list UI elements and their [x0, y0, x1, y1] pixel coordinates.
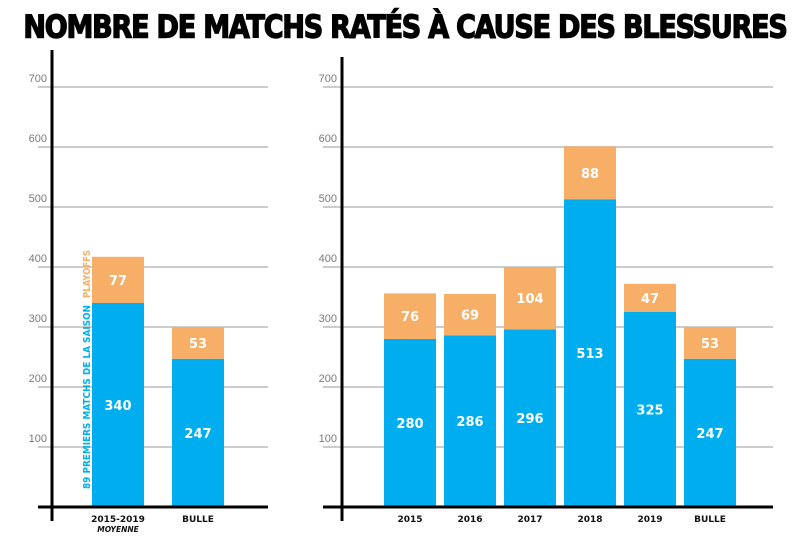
bar-season [624, 312, 676, 507]
x-category-label: 2015 [397, 515, 422, 525]
y-tick-label: 300 [29, 313, 47, 325]
x-category-label: 2017 [517, 515, 542, 525]
bar-playoffs [624, 283, 676, 312]
x-category-sublabel: MOYENNE [97, 525, 139, 534]
bar-season [564, 199, 616, 507]
bar-season [92, 303, 144, 507]
x-category-label: 2019 [637, 515, 662, 525]
data-label-playoffs: 76 [401, 310, 419, 325]
data-label-season: 513 [576, 347, 603, 362]
bar-season [172, 358, 224, 507]
legend-season: 89 PREMIERS MATCHS DE LA SAISON [82, 305, 93, 489]
data-label-playoffs: 53 [701, 337, 719, 352]
bar-playoffs [564, 146, 616, 200]
y-tick-label: 500 [319, 193, 337, 205]
bar-playoffs [504, 267, 556, 330]
y-tick-label: 700 [29, 73, 47, 85]
x-category-label: 2016 [457, 515, 482, 525]
chart-title: NOMBRE DE MATCHS RATÉS À CAUSE DES BLESS… [23, 9, 789, 46]
y-tick-label: 100 [29, 433, 47, 445]
bar-playoffs [684, 327, 736, 359]
bar-playoffs [384, 293, 436, 339]
data-label-playoffs: 53 [189, 337, 207, 352]
y-tick-label: 300 [319, 313, 337, 325]
y-tick-label: 100 [319, 433, 337, 445]
y-tick-label: 700 [319, 73, 337, 85]
data-label-playoffs: 77 [109, 274, 127, 289]
x-category-label: 2015-2019 [91, 515, 145, 525]
bar-season [444, 335, 496, 507]
data-label-season: 340 [104, 399, 131, 414]
y-tick-label: 600 [319, 133, 337, 145]
data-label-playoffs: 47 [641, 292, 659, 307]
bar-playoffs [92, 256, 144, 303]
y-tick-label: 200 [319, 373, 337, 385]
data-label-season: 247 [184, 427, 211, 442]
data-label-playoffs: 104 [516, 292, 543, 307]
x-category-label: 2018 [577, 515, 602, 525]
data-label-season: 325 [636, 404, 663, 419]
data-label-season: 286 [456, 415, 483, 430]
legend: PLAYOFFS 89 PREMIERS MATCHS DE LA SAISON [82, 250, 93, 489]
left-panel-average-vs-bulle: 100 200 300 400 500 600 700 340 77 2015-2019MOYEN… [29, 50, 268, 534]
bar-season [504, 329, 556, 507]
y-tick-label: 400 [319, 253, 337, 265]
right-panel-yearly: 100 200 300 400 500 600 700 280 76 2015 286 69 2016 2… [319, 57, 773, 525]
y-tick-label: 400 [29, 253, 47, 265]
y-tick-label: 200 [29, 373, 47, 385]
data-label-season: 247 [696, 427, 723, 442]
data-label-playoffs: 69 [461, 309, 479, 324]
bar-season [684, 358, 736, 507]
bar-season [384, 339, 436, 507]
bar-playoffs [444, 294, 496, 336]
bar-playoffs [172, 327, 224, 359]
y-tick-label: 500 [29, 193, 47, 205]
y-tick-label: 600 [29, 133, 47, 145]
data-label-season: 296 [516, 412, 543, 427]
data-label-season: 280 [396, 417, 423, 432]
x-category-label: BULLE [182, 515, 214, 525]
data-label-playoffs: 88 [581, 167, 599, 182]
x-category-label: BULLE [694, 515, 726, 525]
legend-playoffs: PLAYOFFS [82, 250, 93, 298]
